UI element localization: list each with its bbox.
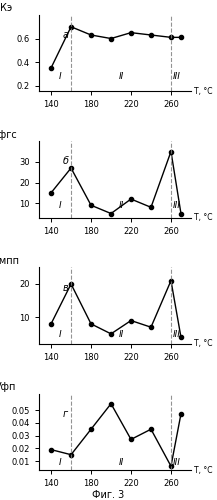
Text: III: III: [173, 202, 181, 210]
Text: T, °C: T, °C: [194, 340, 212, 348]
Text: б: б: [63, 156, 69, 166]
Text: III: III: [173, 458, 181, 467]
Y-axis label: Кмпп: Кмпп: [0, 256, 19, 266]
Y-axis label: Кэ: Кэ: [0, 4, 12, 14]
Text: Фиг. 3: Фиг. 3: [92, 490, 125, 500]
Text: II: II: [118, 202, 124, 210]
Text: II: II: [118, 72, 124, 81]
Y-axis label: tфгс: tфгс: [0, 130, 17, 140]
Text: I: I: [59, 202, 61, 210]
Text: III: III: [173, 72, 181, 81]
Text: III: III: [173, 330, 181, 339]
Y-axis label: Vфп: Vфп: [0, 382, 16, 392]
Text: I: I: [59, 72, 61, 81]
Text: II: II: [118, 330, 124, 339]
Text: T, °C: T, °C: [194, 466, 212, 474]
Text: а: а: [63, 30, 69, 40]
Text: г: г: [63, 409, 68, 419]
Text: II: II: [118, 458, 124, 467]
Text: I: I: [59, 330, 61, 339]
Text: T, °C: T, °C: [194, 213, 212, 222]
Text: в: в: [63, 282, 69, 292]
Text: T, °C: T, °C: [194, 87, 212, 96]
Text: I: I: [59, 458, 61, 467]
